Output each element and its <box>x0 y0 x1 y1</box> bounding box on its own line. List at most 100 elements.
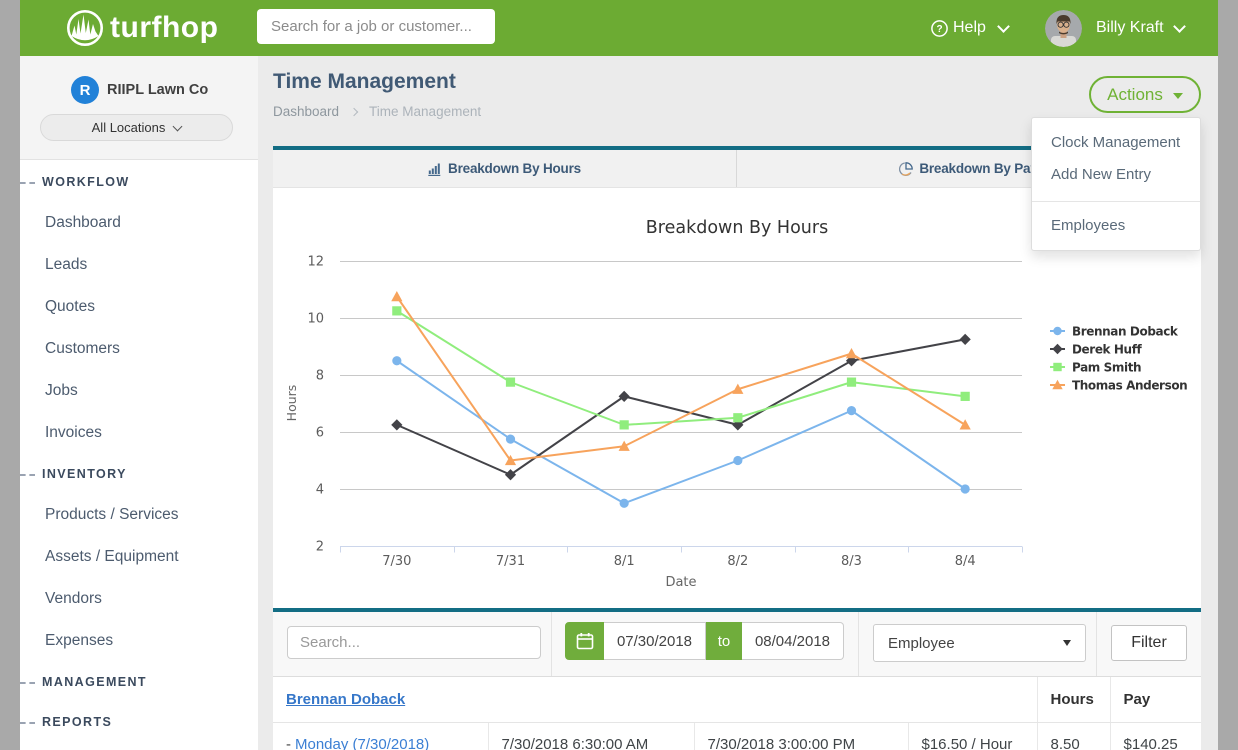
calendar-button[interactable] <box>565 622 604 660</box>
svg-text:6: 6 <box>316 426 324 441</box>
sidebar-item-jobs[interactable]: Jobs <box>45 382 78 399</box>
sidebar-section-management[interactable]: MANAGEMENT <box>20 662 258 702</box>
sidebar-section-label: INVENTORY <box>42 467 127 481</box>
legend-item-pam-smith[interactable]: Pam Smith <box>1072 361 1142 375</box>
section-dashes-icon <box>20 474 35 476</box>
menu-item-add-new-entry[interactable]: Add New Entry <box>1051 166 1152 183</box>
breadcrumb-chevron-icon <box>349 107 359 116</box>
day-cell: - Monday (7/30/2018) <box>273 722 489 750</box>
svg-text:Hours: Hours <box>284 385 299 422</box>
hours-column-header: Hours <box>1037 677 1111 723</box>
breadcrumb: Dashboard Time Management <box>273 104 481 119</box>
filter-button-cell: Filter <box>1097 612 1201 676</box>
sidebar-nav: WORKFLOW Dashboard Leads Quotes Customers Job… <box>20 162 258 742</box>
time-entry-row: - Monday (7/30/2018) 7/30/2018 6:30:00 AM 7… <box>273 722 1201 750</box>
sidebar-item-assets-equipment[interactable]: Assets / Equipment <box>45 548 179 565</box>
legend-item-derek-huff[interactable]: Derek Huff <box>1072 343 1143 357</box>
employee-group-header: Brennan Doback <box>273 677 1038 723</box>
svg-text:8/1: 8/1 <box>614 554 635 569</box>
filter-search-cell <box>273 612 552 676</box>
sidebar-item-leads[interactable]: Leads <box>45 256 88 273</box>
tab-breakdown-by-hours[interactable]: Breakdown By Hours <box>273 150 736 187</box>
user-chevron-icon <box>1172 19 1186 33</box>
tab-breakdown-by-pay[interactable]: Breakdown By Pay <box>736 150 1200 187</box>
menu-item-employees[interactable]: Employees <box>1051 217 1126 234</box>
location-chevron-icon <box>172 121 183 131</box>
pay-cell: $140.25 <box>1110 722 1201 750</box>
location-selector-label: All Locations <box>91 120 166 135</box>
sidebar-item-products-services[interactable]: Products / Services <box>45 506 179 523</box>
breadcrumb-current: Time Management <box>369 104 482 119</box>
day-link[interactable]: Monday (7/30/2018) <box>295 736 430 750</box>
legend-item-brennan-doback[interactable]: Brennan Doback <box>1072 325 1179 339</box>
user-menu[interactable]: Billy Kraft <box>1045 0 1186 56</box>
date-to-input[interactable] <box>742 622 844 660</box>
user-avatar <box>1045 9 1082 47</box>
sidebar-section-workflow[interactable]: WORKFLOW <box>20 162 258 202</box>
series-line-pam-smith <box>395 309 967 426</box>
pay-column-header: Pay <box>1110 677 1201 723</box>
date-to-label: to <box>706 622 742 660</box>
app-viewport: turfhop ? Help <box>20 0 1218 750</box>
page-title: Time Management <box>273 70 456 93</box>
panel-accent-bar-2 <box>273 608 1201 612</box>
chart-panel: Breakdown By Hours Breakdown By Pay Brea… <box>273 146 1201 608</box>
hours-cell: 8.50 <box>1037 722 1111 750</box>
brand-logo[interactable]: turfhop <box>66 8 218 48</box>
bar-chart-icon <box>428 163 441 176</box>
menu-item-clock-management[interactable]: Clock Management <box>1051 134 1181 151</box>
actions-dropdown-menu: Clock Management Add New Entry Employees <box>1031 117 1201 251</box>
clock-out-cell: 7/30/2018 3:00:00 PM <box>694 722 909 750</box>
filter-button[interactable]: Filter <box>1111 625 1187 661</box>
employee-group-link[interactable]: Brennan Doback <box>286 690 406 708</box>
sidebar-section-inventory[interactable]: INVENTORY <box>20 454 258 494</box>
table-group-header-row: Brennan Doback Hours Pay <box>273 677 1201 723</box>
sidebar-item-quotes[interactable]: Quotes <box>45 298 95 315</box>
svg-text:10: 10 <box>307 312 324 327</box>
panel-accent-bar <box>273 146 1201 150</box>
sidebar-section-reports[interactable]: REPORTS <box>20 702 258 742</box>
sidebar-section-label: MANAGEMENT <box>42 675 147 689</box>
actions-button[interactable]: Actions <box>1089 76 1201 113</box>
time-entries-table: Brennan Doback Hours Pay - Monday (7/30/2… <box>273 677 1201 750</box>
actions-caret-icon <box>1172 92 1183 99</box>
user-name: Billy Kraft <box>1096 19 1164 36</box>
calendar-icon <box>576 633 593 650</box>
section-dashes-icon <box>20 722 35 724</box>
sidebar-item-customers[interactable]: Customers <box>45 340 120 357</box>
sidebar-item-invoices[interactable]: Invoices <box>45 424 102 441</box>
company: R RIIPL Lawn Co <box>71 76 208 104</box>
sidebar-item-dashboard[interactable]: Dashboard <box>45 214 121 231</box>
day-dash-prefix: - <box>286 736 291 750</box>
window-gutter-left <box>0 0 20 750</box>
date-from-input[interactable] <box>604 622 706 660</box>
help-label: Help <box>953 19 986 36</box>
top-navbar: turfhop ? Help <box>20 0 1218 56</box>
turfhop-grass-icon <box>66 9 104 47</box>
series-line-thomas-anderson <box>395 295 967 462</box>
hours-line-chart: Breakdown By Hours 2 4 6 8 10 12 7/30 7/31 8/1 8/2… <box>284 218 1188 590</box>
svg-text:Breakdown By Hours: Breakdown By Hours <box>646 218 828 238</box>
filter-toolbar: to Employee Filter <box>273 612 1201 677</box>
menu-divider <box>1032 201 1200 202</box>
section-dashes-icon <box>20 182 35 184</box>
svg-text:8: 8 <box>316 369 324 384</box>
select-caret-icon <box>1063 640 1071 646</box>
sidebar-item-vendors[interactable]: Vendors <box>45 590 102 607</box>
legend-item-thomas-anderson[interactable]: Thomas Anderson <box>1072 379 1188 393</box>
employee-select[interactable]: Employee <box>873 624 1086 662</box>
company-logo: R <box>71 76 99 104</box>
breadcrumb-dashboard[interactable]: Dashboard <box>273 104 340 119</box>
table-search-input[interactable] <box>287 626 541 659</box>
date-range-group: to <box>565 622 844 660</box>
global-search-input[interactable] <box>257 9 495 44</box>
location-selector[interactable]: All Locations <box>40 114 233 141</box>
sidebar-item-expenses[interactable]: Expenses <box>45 632 114 649</box>
help-icon: ? <box>931 19 948 37</box>
company-name: RIIPL Lawn Co <box>107 82 209 98</box>
tab-pay-label: Breakdown By Pay <box>919 161 1038 176</box>
help-menu[interactable]: ? Help <box>931 0 1010 56</box>
svg-text:8/4: 8/4 <box>955 554 976 569</box>
svg-text:12: 12 <box>307 255 324 270</box>
main-content: Time Management Dashboard Time Managemen… <box>258 56 1218 750</box>
